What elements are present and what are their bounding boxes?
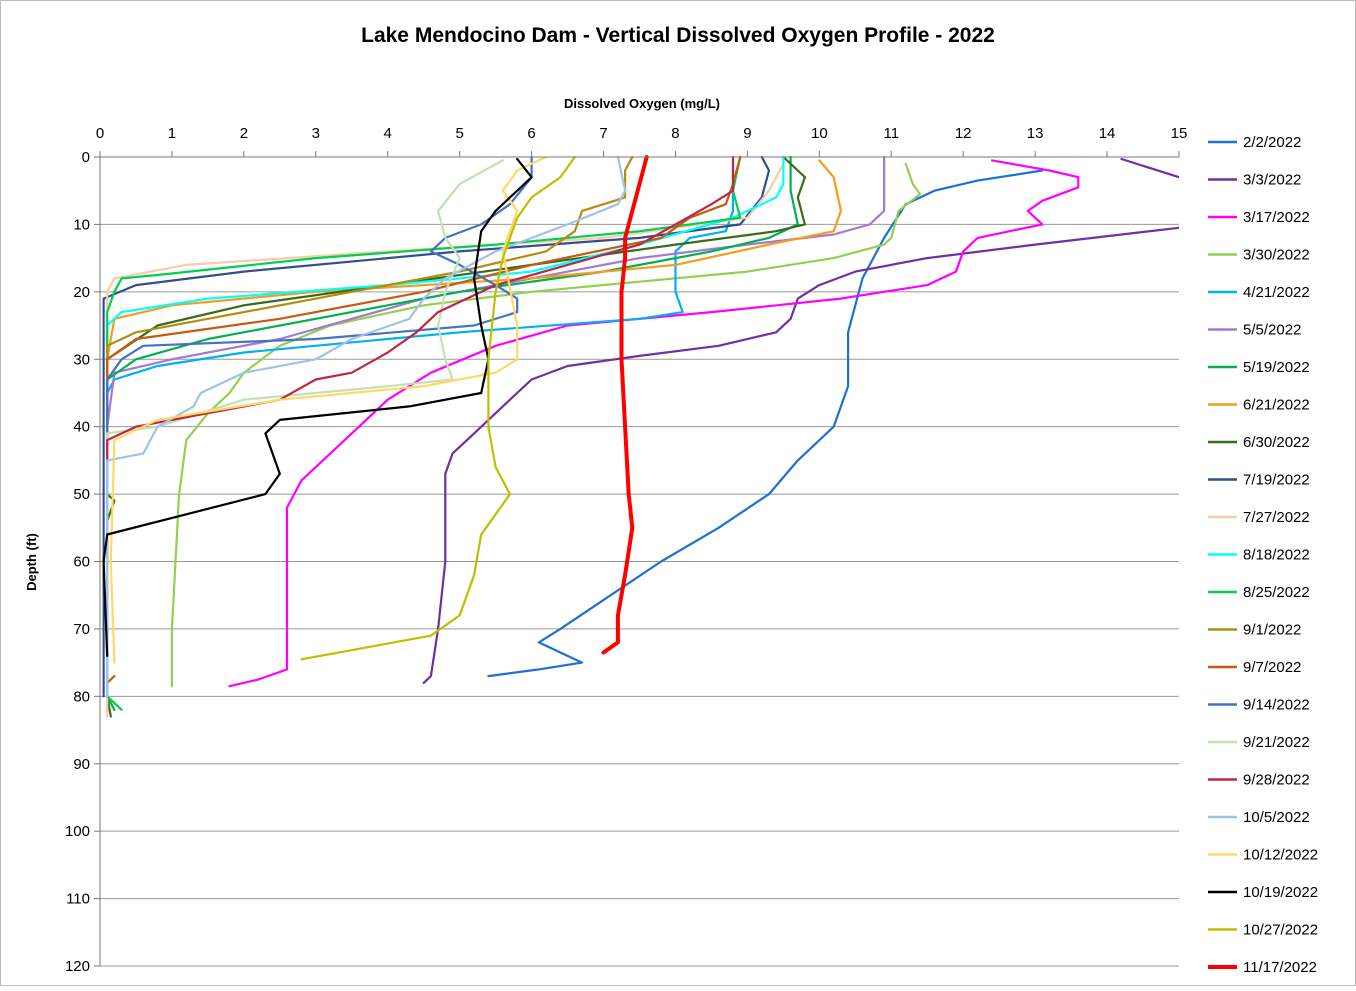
x-tick-label: 4 [384,125,392,142]
series-line [228,159,1080,688]
legend-label: 4/21/2022 [1243,284,1310,301]
series-line [300,155,576,661]
x-tick-label: 12 [955,125,972,142]
y-tick-label: 0 [82,149,90,166]
legend-label: 8/18/2022 [1243,547,1310,564]
x-tick-label: 2 [240,125,248,142]
y-tick-label: 20 [73,284,90,301]
legend-label: 7/27/2022 [1243,509,1310,526]
series-line [106,155,627,698]
series-line [170,162,922,688]
series-line [106,155,735,462]
series-line [102,157,533,657]
x-tick-label: 3 [312,125,320,142]
y-tick-label: 90 [73,756,90,773]
legend-label: 9/7/2022 [1243,659,1301,676]
x-tick-label: 8 [671,125,679,142]
x-tick-label: 11 [883,125,899,142]
x-tick-label: 7 [599,125,607,142]
series-line [601,155,649,655]
y-tick-label: 110 [66,891,90,908]
series-line [106,162,735,563]
y-tick-label: 100 [65,823,90,840]
legend-label: 9/1/2022 [1243,622,1301,639]
x-tick-label: 9 [743,125,751,142]
y-tick-label: 80 [73,688,90,705]
series-line [102,155,771,698]
legend-label: 10/27/2022 [1243,922,1318,939]
legend-label: 6/30/2022 [1243,434,1310,451]
legend-label: 3/17/2022 [1243,209,1310,226]
series-line [109,155,548,664]
legend-label: 8/25/2022 [1243,584,1310,601]
x-tick-label: 0 [96,125,104,142]
legend-label: 2/2/2022 [1243,134,1301,151]
x-tick-label: 1 [168,125,176,142]
legend-label: 10/12/2022 [1243,847,1318,864]
legend: 2/2/2022 3/3/2022 3/17/2022 3/30/2022 4/21/2… [1208,134,1318,976]
y-tick-label: 40 [73,419,90,436]
series-line [106,155,785,698]
x-tick-label: 13 [1027,125,1044,142]
series-line [106,155,806,718]
legend-label: 6/21/2022 [1243,397,1310,414]
x-tick-label: 6 [527,125,535,142]
series-line [487,169,1044,678]
legend-label: 9/28/2022 [1243,772,1310,789]
legend-label: 3/3/2022 [1243,172,1301,189]
chart-title: Lake Mendocino Dam - Vertical Dissolved … [361,24,995,47]
legend-label: 5/19/2022 [1243,359,1310,376]
legend-label: 9/14/2022 [1243,697,1310,714]
legend-label: 5/5/2022 [1243,322,1301,339]
y-tick-label: 50 [73,486,90,503]
legend-label: 10/19/2022 [1243,884,1318,901]
y-axis-label: Depth (ft) [24,533,39,591]
legend-label: 10/5/2022 [1243,809,1310,826]
series-line [106,155,533,698]
y-tick-label: 120 [65,958,90,975]
series-line [106,159,842,684]
x-tick-label: 15 [1171,125,1188,142]
series-line [106,159,504,698]
legend-label: 3/30/2022 [1243,247,1310,264]
x-tick-label: 10 [811,125,828,142]
legend-label: 9/21/2022 [1243,734,1310,751]
plot-lines [102,155,1179,718]
grid [100,156,1179,967]
y-tick-label: 10 [73,216,90,233]
legend-label: 11/17/2022 [1243,959,1317,976]
series-line [106,162,785,718]
y-tick-label: 60 [73,554,90,571]
y-tick-label: 30 [73,351,90,368]
x-tick-label: 14 [1099,125,1116,142]
legend-label: 7/19/2022 [1243,472,1310,489]
y-tick-label: 70 [73,621,90,638]
series-line [422,157,1179,684]
x-tick-label: 5 [455,125,463,142]
x-axis-label: Dissolved Oxygen (mg/L) [564,96,720,111]
